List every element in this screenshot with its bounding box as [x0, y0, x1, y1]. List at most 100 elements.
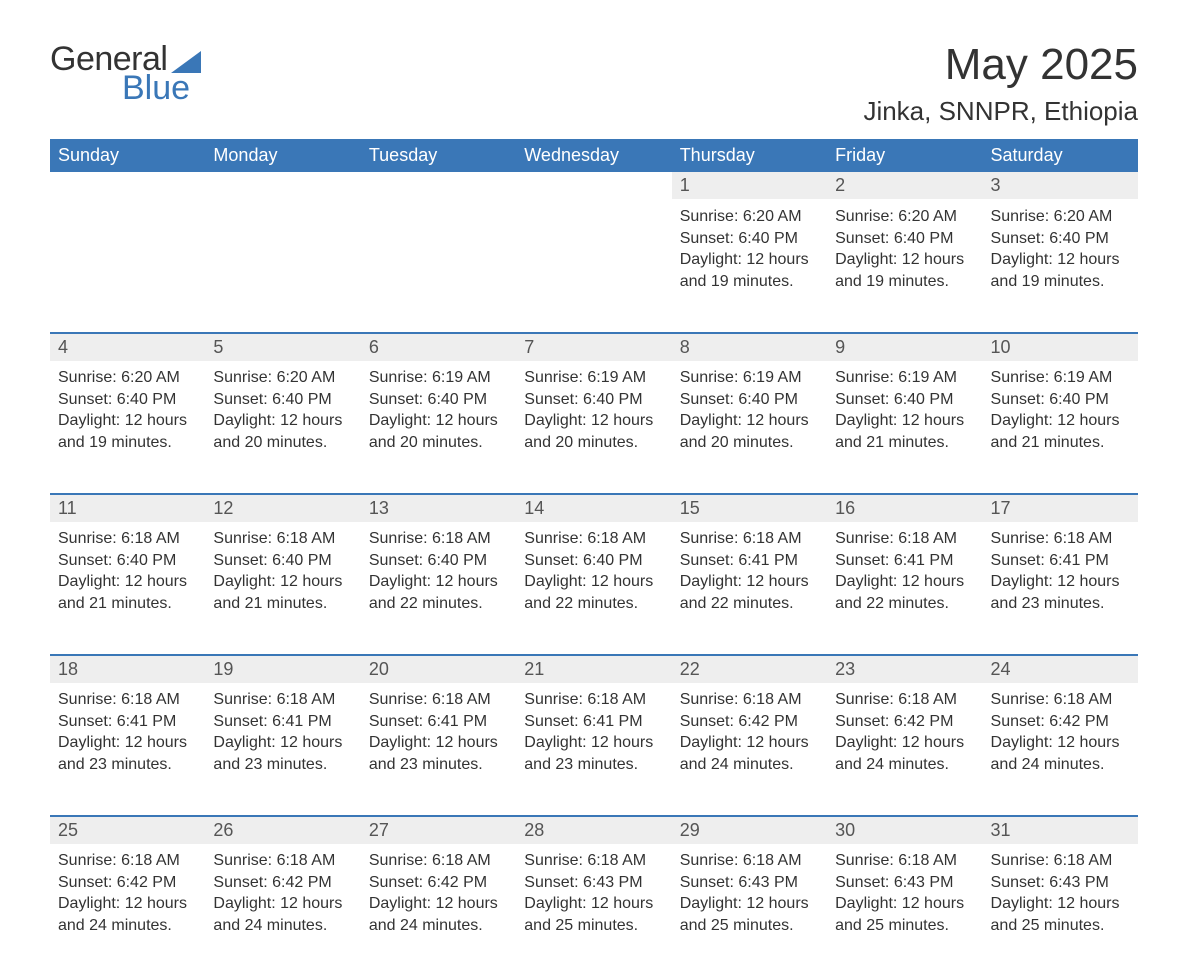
- day-number: 8: [672, 332, 827, 361]
- sunrise-text: Sunrise: 6:18 AM: [524, 850, 663, 872]
- day-number: 19: [205, 654, 360, 683]
- sunrise-text: Sunrise: 6:20 AM: [835, 206, 974, 228]
- day-details: Sunrise: 6:18 AMSunset: 6:41 PMDaylight:…: [672, 522, 827, 628]
- calendar-cell-details: Sunrise: 6:20 AMSunset: 6:40 PMDaylight:…: [672, 200, 827, 332]
- sunrise-text: Sunrise: 6:19 AM: [991, 367, 1130, 389]
- daylight-text: Daylight: 12 hours and 25 minutes.: [835, 893, 974, 936]
- daylight-text: Daylight: 12 hours and 25 minutes.: [991, 893, 1130, 936]
- daylight-text: Daylight: 12 hours and 24 minutes.: [213, 893, 352, 936]
- day-number: 3: [983, 172, 1138, 199]
- day-number: 16: [827, 493, 982, 522]
- day-details: Sunrise: 6:19 AMSunset: 6:40 PMDaylight:…: [516, 361, 671, 467]
- day-details: Sunrise: 6:18 AMSunset: 6:41 PMDaylight:…: [205, 683, 360, 789]
- sunrise-text: Sunrise: 6:20 AM: [991, 206, 1130, 228]
- day-number: 7: [516, 332, 671, 361]
- calendar-cell-num: 26: [205, 815, 360, 844]
- daylight-text: Daylight: 12 hours and 22 minutes.: [835, 571, 974, 614]
- daylight-text: Daylight: 12 hours and 23 minutes.: [524, 732, 663, 775]
- daylight-text: Daylight: 12 hours and 21 minutes.: [213, 571, 352, 614]
- sunset-text: Sunset: 6:41 PM: [835, 550, 974, 572]
- calendar-cell-num: [516, 172, 671, 200]
- day-details: Sunrise: 6:19 AMSunset: 6:40 PMDaylight:…: [983, 361, 1138, 467]
- day-number: 22: [672, 654, 827, 683]
- day-header: Friday: [827, 139, 982, 172]
- sunset-text: Sunset: 6:41 PM: [524, 711, 663, 733]
- calendar-cell-details: Sunrise: 6:20 AMSunset: 6:40 PMDaylight:…: [827, 200, 982, 332]
- calendar-cell-num: 6: [361, 332, 516, 361]
- day-header: Saturday: [983, 139, 1138, 172]
- day-details: Sunrise: 6:18 AMSunset: 6:40 PMDaylight:…: [205, 522, 360, 628]
- calendar-cell-num: [205, 172, 360, 200]
- day-details: Sunrise: 6:18 AMSunset: 6:43 PMDaylight:…: [672, 844, 827, 950]
- calendar-cell-num: [50, 172, 205, 200]
- calendar-cell-num: 25: [50, 815, 205, 844]
- day-number: 29: [672, 815, 827, 844]
- day-number: 6: [361, 332, 516, 361]
- calendar-cell-details: Sunrise: 6:18 AMSunset: 6:42 PMDaylight:…: [50, 844, 205, 976]
- calendar-table: SundayMondayTuesdayWednesdayThursdayFrid…: [50, 139, 1138, 976]
- sunset-text: Sunset: 6:43 PM: [835, 872, 974, 894]
- sunset-text: Sunset: 6:40 PM: [835, 389, 974, 411]
- day-details: Sunrise: 6:18 AMSunset: 6:42 PMDaylight:…: [983, 683, 1138, 789]
- daylight-text: Daylight: 12 hours and 24 minutes.: [835, 732, 974, 775]
- calendar-cell-details: Sunrise: 6:18 AMSunset: 6:42 PMDaylight:…: [983, 683, 1138, 815]
- daylight-text: Daylight: 12 hours and 25 minutes.: [524, 893, 663, 936]
- sunset-text: Sunset: 6:40 PM: [213, 550, 352, 572]
- calendar-cell-num: 1: [672, 172, 827, 200]
- calendar-cell-details: [361, 200, 516, 332]
- day-number: 4: [50, 332, 205, 361]
- daylight-text: Daylight: 12 hours and 20 minutes.: [680, 410, 819, 453]
- sunrise-text: Sunrise: 6:18 AM: [991, 689, 1130, 711]
- day-details: Sunrise: 6:18 AMSunset: 6:43 PMDaylight:…: [827, 844, 982, 950]
- calendar-cell-details: Sunrise: 6:18 AMSunset: 6:40 PMDaylight:…: [205, 522, 360, 654]
- sunrise-text: Sunrise: 6:20 AM: [213, 367, 352, 389]
- sunrise-text: Sunrise: 6:19 AM: [680, 367, 819, 389]
- day-details: Sunrise: 6:18 AMSunset: 6:42 PMDaylight:…: [205, 844, 360, 950]
- calendar-cell-details: Sunrise: 6:19 AMSunset: 6:40 PMDaylight:…: [983, 361, 1138, 493]
- sunrise-text: Sunrise: 6:19 AM: [369, 367, 508, 389]
- day-number: 11: [50, 493, 205, 522]
- calendar-cell-details: Sunrise: 6:18 AMSunset: 6:40 PMDaylight:…: [50, 522, 205, 654]
- sunset-text: Sunset: 6:40 PM: [213, 389, 352, 411]
- calendar-cell-details: Sunrise: 6:19 AMSunset: 6:40 PMDaylight:…: [827, 361, 982, 493]
- calendar-cell-details: Sunrise: 6:19 AMSunset: 6:40 PMDaylight:…: [672, 361, 827, 493]
- calendar-cell-details: Sunrise: 6:18 AMSunset: 6:41 PMDaylight:…: [361, 683, 516, 815]
- calendar-cell-details: [516, 200, 671, 332]
- calendar-cell-details: Sunrise: 6:18 AMSunset: 6:41 PMDaylight:…: [827, 522, 982, 654]
- day-details: Sunrise: 6:18 AMSunset: 6:40 PMDaylight:…: [361, 522, 516, 628]
- daylight-text: Daylight: 12 hours and 24 minutes.: [369, 893, 508, 936]
- day-number: 2: [827, 172, 982, 199]
- daylight-text: Daylight: 12 hours and 19 minutes.: [680, 249, 819, 292]
- day-number: 5: [205, 332, 360, 361]
- day-details: Sunrise: 6:18 AMSunset: 6:41 PMDaylight:…: [361, 683, 516, 789]
- calendar-cell-num: 24: [983, 654, 1138, 683]
- calendar-cell-details: Sunrise: 6:19 AMSunset: 6:40 PMDaylight:…: [516, 361, 671, 493]
- calendar-cell-num: 28: [516, 815, 671, 844]
- calendar-cell-details: Sunrise: 6:18 AMSunset: 6:43 PMDaylight:…: [672, 844, 827, 976]
- sunrise-text: Sunrise: 6:18 AM: [213, 850, 352, 872]
- day-number: 30: [827, 815, 982, 844]
- day-details: Sunrise: 6:20 AMSunset: 6:40 PMDaylight:…: [672, 200, 827, 306]
- day-number: 12: [205, 493, 360, 522]
- calendar-cell-num: 14: [516, 493, 671, 522]
- sunrise-text: Sunrise: 6:18 AM: [835, 689, 974, 711]
- calendar-cell-details: Sunrise: 6:18 AMSunset: 6:42 PMDaylight:…: [827, 683, 982, 815]
- sunrise-text: Sunrise: 6:19 AM: [835, 367, 974, 389]
- sunset-text: Sunset: 6:42 PM: [680, 711, 819, 733]
- sunrise-text: Sunrise: 6:18 AM: [680, 689, 819, 711]
- sunset-text: Sunset: 6:42 PM: [991, 711, 1130, 733]
- sunset-text: Sunset: 6:40 PM: [991, 228, 1130, 250]
- day-header: Thursday: [672, 139, 827, 172]
- day-details: Sunrise: 6:19 AMSunset: 6:40 PMDaylight:…: [672, 361, 827, 467]
- calendar-cell-num: 5: [205, 332, 360, 361]
- day-details: Sunrise: 6:18 AMSunset: 6:43 PMDaylight:…: [516, 844, 671, 950]
- daylight-text: Daylight: 12 hours and 23 minutes.: [213, 732, 352, 775]
- empty-day: [361, 172, 516, 200]
- location-subtitle: Jinka, SNNPR, Ethiopia: [863, 96, 1138, 127]
- calendar-cell-num: 31: [983, 815, 1138, 844]
- day-details: Sunrise: 6:18 AMSunset: 6:41 PMDaylight:…: [50, 683, 205, 789]
- sunset-text: Sunset: 6:42 PM: [213, 872, 352, 894]
- sunset-text: Sunset: 6:40 PM: [680, 389, 819, 411]
- calendar-cell-details: Sunrise: 6:18 AMSunset: 6:42 PMDaylight:…: [361, 844, 516, 976]
- day-number: 26: [205, 815, 360, 844]
